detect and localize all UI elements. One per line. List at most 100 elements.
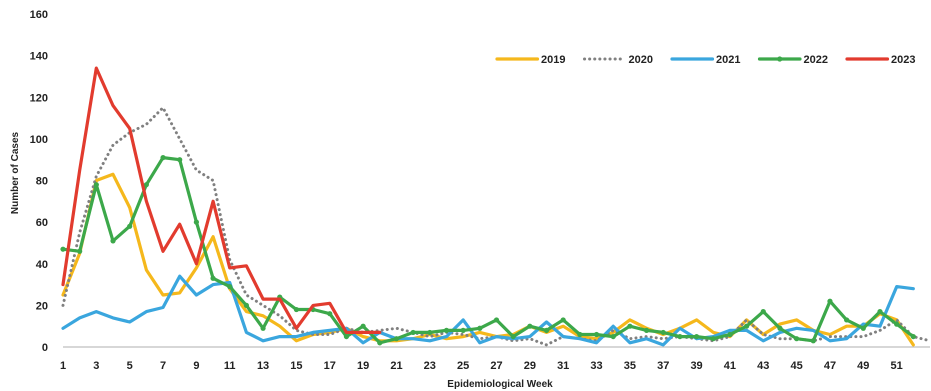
y-tick-label: 140 [30,51,48,63]
series-point-2022 [143,182,149,188]
legend-marker-2022 [777,56,783,62]
series-point-2022 [243,302,250,308]
series-point-2022 [377,340,383,346]
x-tick-label: 25 [457,360,469,372]
series-point-2022 [660,329,666,336]
series-point-2022 [727,331,733,338]
series-point-2022 [77,248,83,254]
legend: 2019 2020 2021 2022 2023 [495,54,915,66]
series-point-2022 [810,338,816,344]
series-line-2020 [61,106,931,347]
series-point-2022 [543,327,550,333]
x-tick-label: 33 [590,360,602,372]
series-point-2022 [777,325,783,331]
series-point-2022 [360,323,366,329]
series-point-2022 [343,333,350,340]
x-tick-label: 49 [857,360,869,372]
x-tick-label: 7 [160,360,166,372]
x-tick-label: 1 [60,360,66,372]
y-tick-label: 120 [30,92,48,104]
series-point-2022 [410,329,416,336]
legend-label: 2023 [891,54,915,66]
x-tick-label: 43 [757,360,769,372]
series-point-2022 [443,327,450,333]
x-tick-label: 29 [524,360,536,372]
series-point-2022 [427,329,433,336]
series-point-2022 [477,325,483,331]
legend-label: 2020 [629,54,653,66]
y-tick-label: 20 [36,300,48,312]
x-tick-label: 41 [724,360,736,372]
x-tick-label: 19 [357,360,369,372]
x-axis-title: Epidemiological Week [447,379,553,390]
series-point-2022 [894,321,900,327]
x-tick-label: 13 [257,360,269,372]
series-point-2022 [393,336,400,342]
series-point-2022 [677,333,683,340]
series-point-2022 [510,333,516,340]
series-point-2022 [693,333,700,340]
series-point-2022 [560,317,566,323]
x-tick-label: 39 [690,360,702,372]
series-point-2022 [327,311,333,317]
x-tick-label: 11 [224,360,236,372]
series-point-2022 [844,317,850,323]
series-point-2022 [260,325,266,331]
series-point-2022 [193,219,199,225]
x-tick-label: 5 [127,360,133,372]
x-tick-label: 17 [324,360,336,372]
legend-label: 2022 [804,54,828,66]
x-tick-label: 27 [490,360,502,372]
x-tick-label: 23 [424,360,436,372]
series-point-2022 [227,284,233,290]
series-point-2022 [110,238,116,244]
x-tick-label: 37 [657,360,669,372]
x-tick-label: 21 [390,360,402,372]
series-point-2022 [460,327,466,333]
series-point-2022 [210,275,216,281]
y-tick-label: 40 [36,259,48,271]
series-point-2022 [177,157,183,163]
series-line-2022 [61,156,915,345]
x-tick-label: 45 [790,360,802,372]
x-tick-label: 47 [824,360,836,372]
series-line-2023 [61,66,382,334]
series-point-2022 [877,309,883,315]
y-tick-label: 60 [36,217,48,229]
y-tick-label: 160 [30,9,48,21]
x-tick-label: 3 [93,360,99,372]
x-tick-label: 35 [624,360,636,372]
series-point-2022 [60,246,66,252]
series-point-2022 [160,155,166,161]
series-point-2022 [593,331,600,338]
series-point-2022 [860,325,866,331]
series-point-2022 [760,309,766,315]
series-point-2022 [627,323,633,329]
y-axis-title: Number of Cases [10,131,21,214]
series-point-2022 [910,333,916,340]
series-point-2022 [710,336,716,342]
series-point-2022 [610,333,616,340]
series-point-2022 [643,327,650,333]
series-point-2022 [527,323,533,329]
series-point-2022 [93,182,99,188]
y-tick-label: 80 [36,176,48,188]
y-tick-label: 0 [42,342,48,354]
series-point-2022 [293,306,300,313]
series-point-2022 [794,336,800,342]
series-point-2022 [127,223,133,229]
x-tick-label: 9 [193,360,199,372]
series-point-2022 [743,323,750,329]
series-point-2022 [577,331,583,338]
x-tick-label: 51 [891,360,903,372]
y-tick-label: 100 [30,134,48,146]
series-line-2021 [61,274,915,347]
x-tick-label: 15 [290,360,302,372]
series-point-2022 [827,298,833,304]
x-tick-label: 31 [557,360,569,372]
legend-label: 2019 [541,54,565,66]
legend-label: 2021 [716,54,740,66]
series-point-2022 [493,317,500,323]
